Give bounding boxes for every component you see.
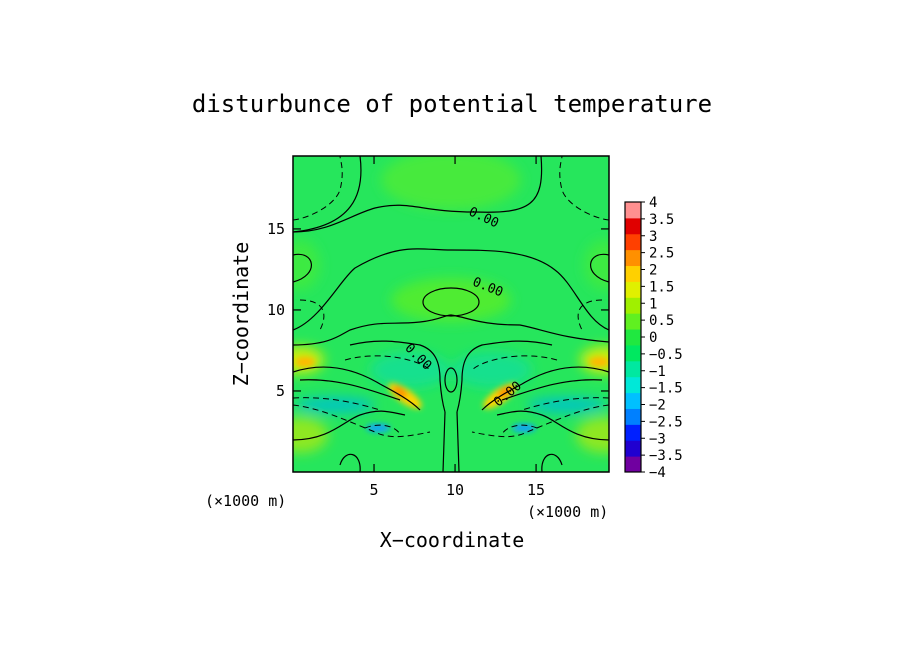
colorbar-tick-label: 2.5: [649, 246, 674, 262]
colorbar-tick-label: 1.5: [649, 279, 674, 295]
colorbar-tick-label: −2.5: [649, 414, 683, 430]
colorbar-tick-label: 0.5: [649, 313, 674, 329]
colorbar-tick-label: −0.5: [649, 347, 683, 363]
colorbar-tick-label: −3.5: [649, 448, 683, 464]
plot-frame: [292, 155, 610, 473]
colorbar: [624, 201, 642, 473]
heatmap-field: 0.00 0.00 0.00 0.00: [293, 156, 609, 472]
colorbar-segment: [625, 233, 641, 251]
colorbar-segment: [625, 265, 641, 282]
colorbar-tick-label: −1: [649, 364, 666, 380]
colorbar-tick-label: −4: [649, 465, 666, 481]
colorbar-tick-label: 3.5: [649, 212, 674, 228]
colorbar-segment: [625, 344, 641, 362]
x-unit-label: (×1000 m): [527, 503, 608, 521]
contour-lines-solid: [293, 156, 609, 472]
colorbar-segment: [625, 440, 641, 457]
y-tick-label: 10: [267, 301, 285, 319]
colorbar-segment: [625, 376, 641, 394]
colorbar-segment: [625, 202, 641, 219]
y-unit-label: (×1000 m): [205, 492, 286, 510]
colorbar-tick-label: 0: [649, 330, 657, 346]
x-tick-label: 15: [527, 481, 545, 499]
x-tick-label: 10: [446, 481, 464, 499]
y-tick-label: 15: [267, 220, 285, 238]
colorbar-tick-label: −1.5: [649, 381, 683, 397]
colorbar-segment: [625, 217, 641, 235]
colorbar-segment: [625, 249, 641, 267]
colorbar-segment: [625, 456, 641, 473]
colorbar-segment: [625, 313, 641, 330]
colorbar-segment: [625, 360, 641, 378]
colorbar-tick-label: −2: [649, 398, 666, 414]
colorbar-segment: [625, 392, 641, 409]
colorbar-tick-label: 2: [649, 263, 657, 279]
x-tick-label: 5: [370, 481, 379, 499]
colorbar-segment: [625, 297, 641, 314]
colorbar-tick-label: 1: [649, 296, 657, 312]
colorbar-segment: [625, 329, 641, 346]
colorbar-tick-label: 4: [649, 195, 657, 211]
colorbar-tick-label: 3: [649, 229, 657, 245]
x-axis: 5 10 15: [370, 156, 545, 499]
y-axis: 5 10 15: [267, 220, 609, 400]
x-axis-title: X−coordinate: [380, 528, 525, 552]
colorbar-tick-label: −3: [649, 431, 666, 447]
contour-lines-dashed: [293, 156, 609, 438]
colorbar-segment: [625, 408, 641, 425]
colorbar-segment: [625, 424, 641, 441]
colorbar-labels: 43.532.521.510.50−0.5−1−1.5−2−2.5−3−3.5−…: [641, 195, 683, 481]
colorbar-segment: [625, 281, 641, 298]
y-axis-title: Z−coordinate: [229, 242, 253, 387]
y-tick-label: 5: [276, 382, 285, 400]
chart-title: disturbunce of potential temperature: [192, 90, 712, 118]
